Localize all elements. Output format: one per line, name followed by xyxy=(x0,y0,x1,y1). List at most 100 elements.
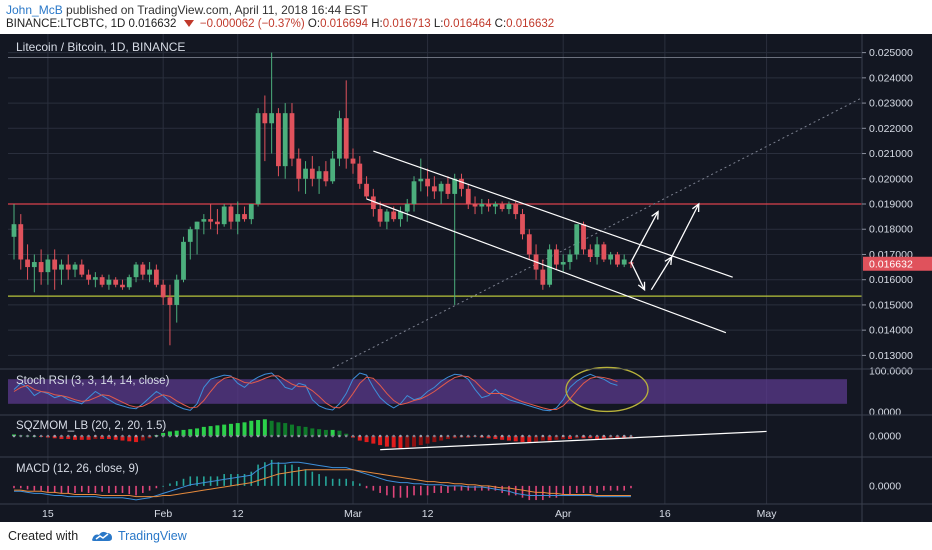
candle-body xyxy=(276,113,281,167)
macd-histogram-bar xyxy=(148,485,151,491)
macd-histogram-bar xyxy=(575,485,578,493)
candle-body xyxy=(445,183,451,194)
sqzmom-dot xyxy=(243,434,246,438)
author-link[interactable]: John_McB xyxy=(6,3,63,17)
sqzmom-dot xyxy=(426,434,429,438)
sqzmom-bar xyxy=(296,426,301,436)
candle-body xyxy=(38,262,44,273)
stoch-highlight-ellipse xyxy=(565,366,649,413)
macd-histogram-bar xyxy=(494,485,497,491)
publication-header: John_McB published on TradingView.com, A… xyxy=(0,0,932,34)
open-value: 0.016694 xyxy=(320,18,369,30)
macd-histogram-bar xyxy=(53,485,56,493)
sqzmom-bar xyxy=(378,436,383,446)
tradingview-link[interactable]: TradingView xyxy=(118,529,187,543)
sqzmom-bar xyxy=(493,436,498,440)
macd-histogram-bar xyxy=(203,476,205,486)
sqzmom-bar xyxy=(86,436,91,440)
sqzmom-bar xyxy=(554,436,559,440)
macd-histogram-bar xyxy=(630,485,632,489)
high-label: H: xyxy=(371,18,383,30)
sqzmom-dot xyxy=(175,434,179,438)
y-tick-label: 0.023000 xyxy=(869,98,913,110)
sqzmom-bar xyxy=(113,436,118,440)
levels-layer xyxy=(8,57,862,369)
sqzmom-dot xyxy=(622,434,626,438)
macd-histogram-bar xyxy=(284,464,286,486)
sqzmom-dot xyxy=(236,434,240,438)
x-tick-label: 15 xyxy=(42,508,54,520)
footer: Created with TradingView xyxy=(0,522,932,550)
sqzmom-dot xyxy=(629,434,633,438)
macd-histogram-bar xyxy=(616,485,619,491)
sqzmom-dot xyxy=(609,434,612,438)
macd-histogram-bar xyxy=(392,485,395,498)
candle-body xyxy=(350,158,356,164)
stoch-rsi-title: Stoch RSI (3, 3, 14, 14, close) xyxy=(16,375,170,387)
sqzmom-dot xyxy=(195,434,199,438)
sqzmom-bar xyxy=(289,424,294,436)
macd-pane: 0.0000 xyxy=(13,459,901,501)
candle-body xyxy=(174,279,180,305)
sqzmom-bar xyxy=(418,436,423,446)
sqzmom-dot xyxy=(283,434,287,438)
candle-body xyxy=(147,269,152,275)
macd-histogram-bar xyxy=(101,485,103,492)
candle-body xyxy=(248,204,254,220)
sqzmom-bar xyxy=(161,432,166,436)
sqzmom-dot xyxy=(12,434,16,438)
macd-histogram-bar xyxy=(372,485,375,491)
sqzmom-dot xyxy=(616,434,619,438)
sqzmom-bar xyxy=(432,436,437,443)
projection-arrow-head xyxy=(651,210,659,220)
stoch-y-label: 0.0000 xyxy=(869,407,901,419)
sqzmom-bar xyxy=(235,423,240,436)
macd-line xyxy=(14,461,631,501)
sqzmom-bar xyxy=(534,436,539,443)
publication-line: John_McB published on TradingView.com, A… xyxy=(6,3,368,17)
macd-histogram-bar xyxy=(508,485,510,496)
sqzmom-dot xyxy=(338,434,341,438)
macd-histogram-bar xyxy=(399,485,402,498)
x-tick-label: Mar xyxy=(344,508,363,520)
candle-body xyxy=(330,158,336,182)
x-tick-label: Feb xyxy=(154,508,172,520)
sqzmom-bar xyxy=(513,436,518,442)
sqzmom-dot xyxy=(514,434,518,438)
projection-arrow-shaft xyxy=(630,261,646,291)
sqzmom-bar xyxy=(167,431,172,436)
main-chart-title: Litecoin / Bitcoin, 1D, BINANCE xyxy=(16,40,185,54)
candle-body xyxy=(337,118,342,159)
sqzmom-dot xyxy=(446,434,450,438)
sqzmom-dot xyxy=(80,434,84,438)
candle-body xyxy=(391,211,397,220)
macd-histogram-bar xyxy=(413,485,415,496)
macd-histogram-bar xyxy=(569,485,571,496)
candle-body xyxy=(316,171,322,179)
macd-histogram-bar xyxy=(26,485,29,490)
sqzmom-dot xyxy=(39,434,43,438)
candle-body xyxy=(411,181,417,204)
candle-body xyxy=(194,221,200,230)
macd-histogram-bar xyxy=(33,485,36,491)
x-tick-label: 16 xyxy=(659,508,671,520)
sqzmom-bar xyxy=(425,436,430,444)
sqzmom-dot xyxy=(46,434,50,438)
candle-body xyxy=(357,163,363,184)
sqzmom-dot xyxy=(589,434,592,438)
sqzmom-bar xyxy=(371,436,376,444)
macd-histogram-bar xyxy=(311,471,314,486)
sqzmom-dot xyxy=(466,434,470,438)
macd-histogram-bar xyxy=(542,485,544,501)
macd-histogram-bar xyxy=(596,485,598,493)
sqzmom-dot xyxy=(433,434,436,438)
low-value: 0.016464 xyxy=(443,18,492,30)
sqzmom-bar xyxy=(93,436,98,440)
macd-histogram-bar xyxy=(365,485,368,489)
macd-histogram-bar xyxy=(481,485,483,491)
y-tick-label: 0.021000 xyxy=(869,148,913,160)
sqzmom-dot xyxy=(521,434,524,438)
macd-histogram-bar xyxy=(501,485,503,493)
sqzmom-bar xyxy=(323,429,328,436)
